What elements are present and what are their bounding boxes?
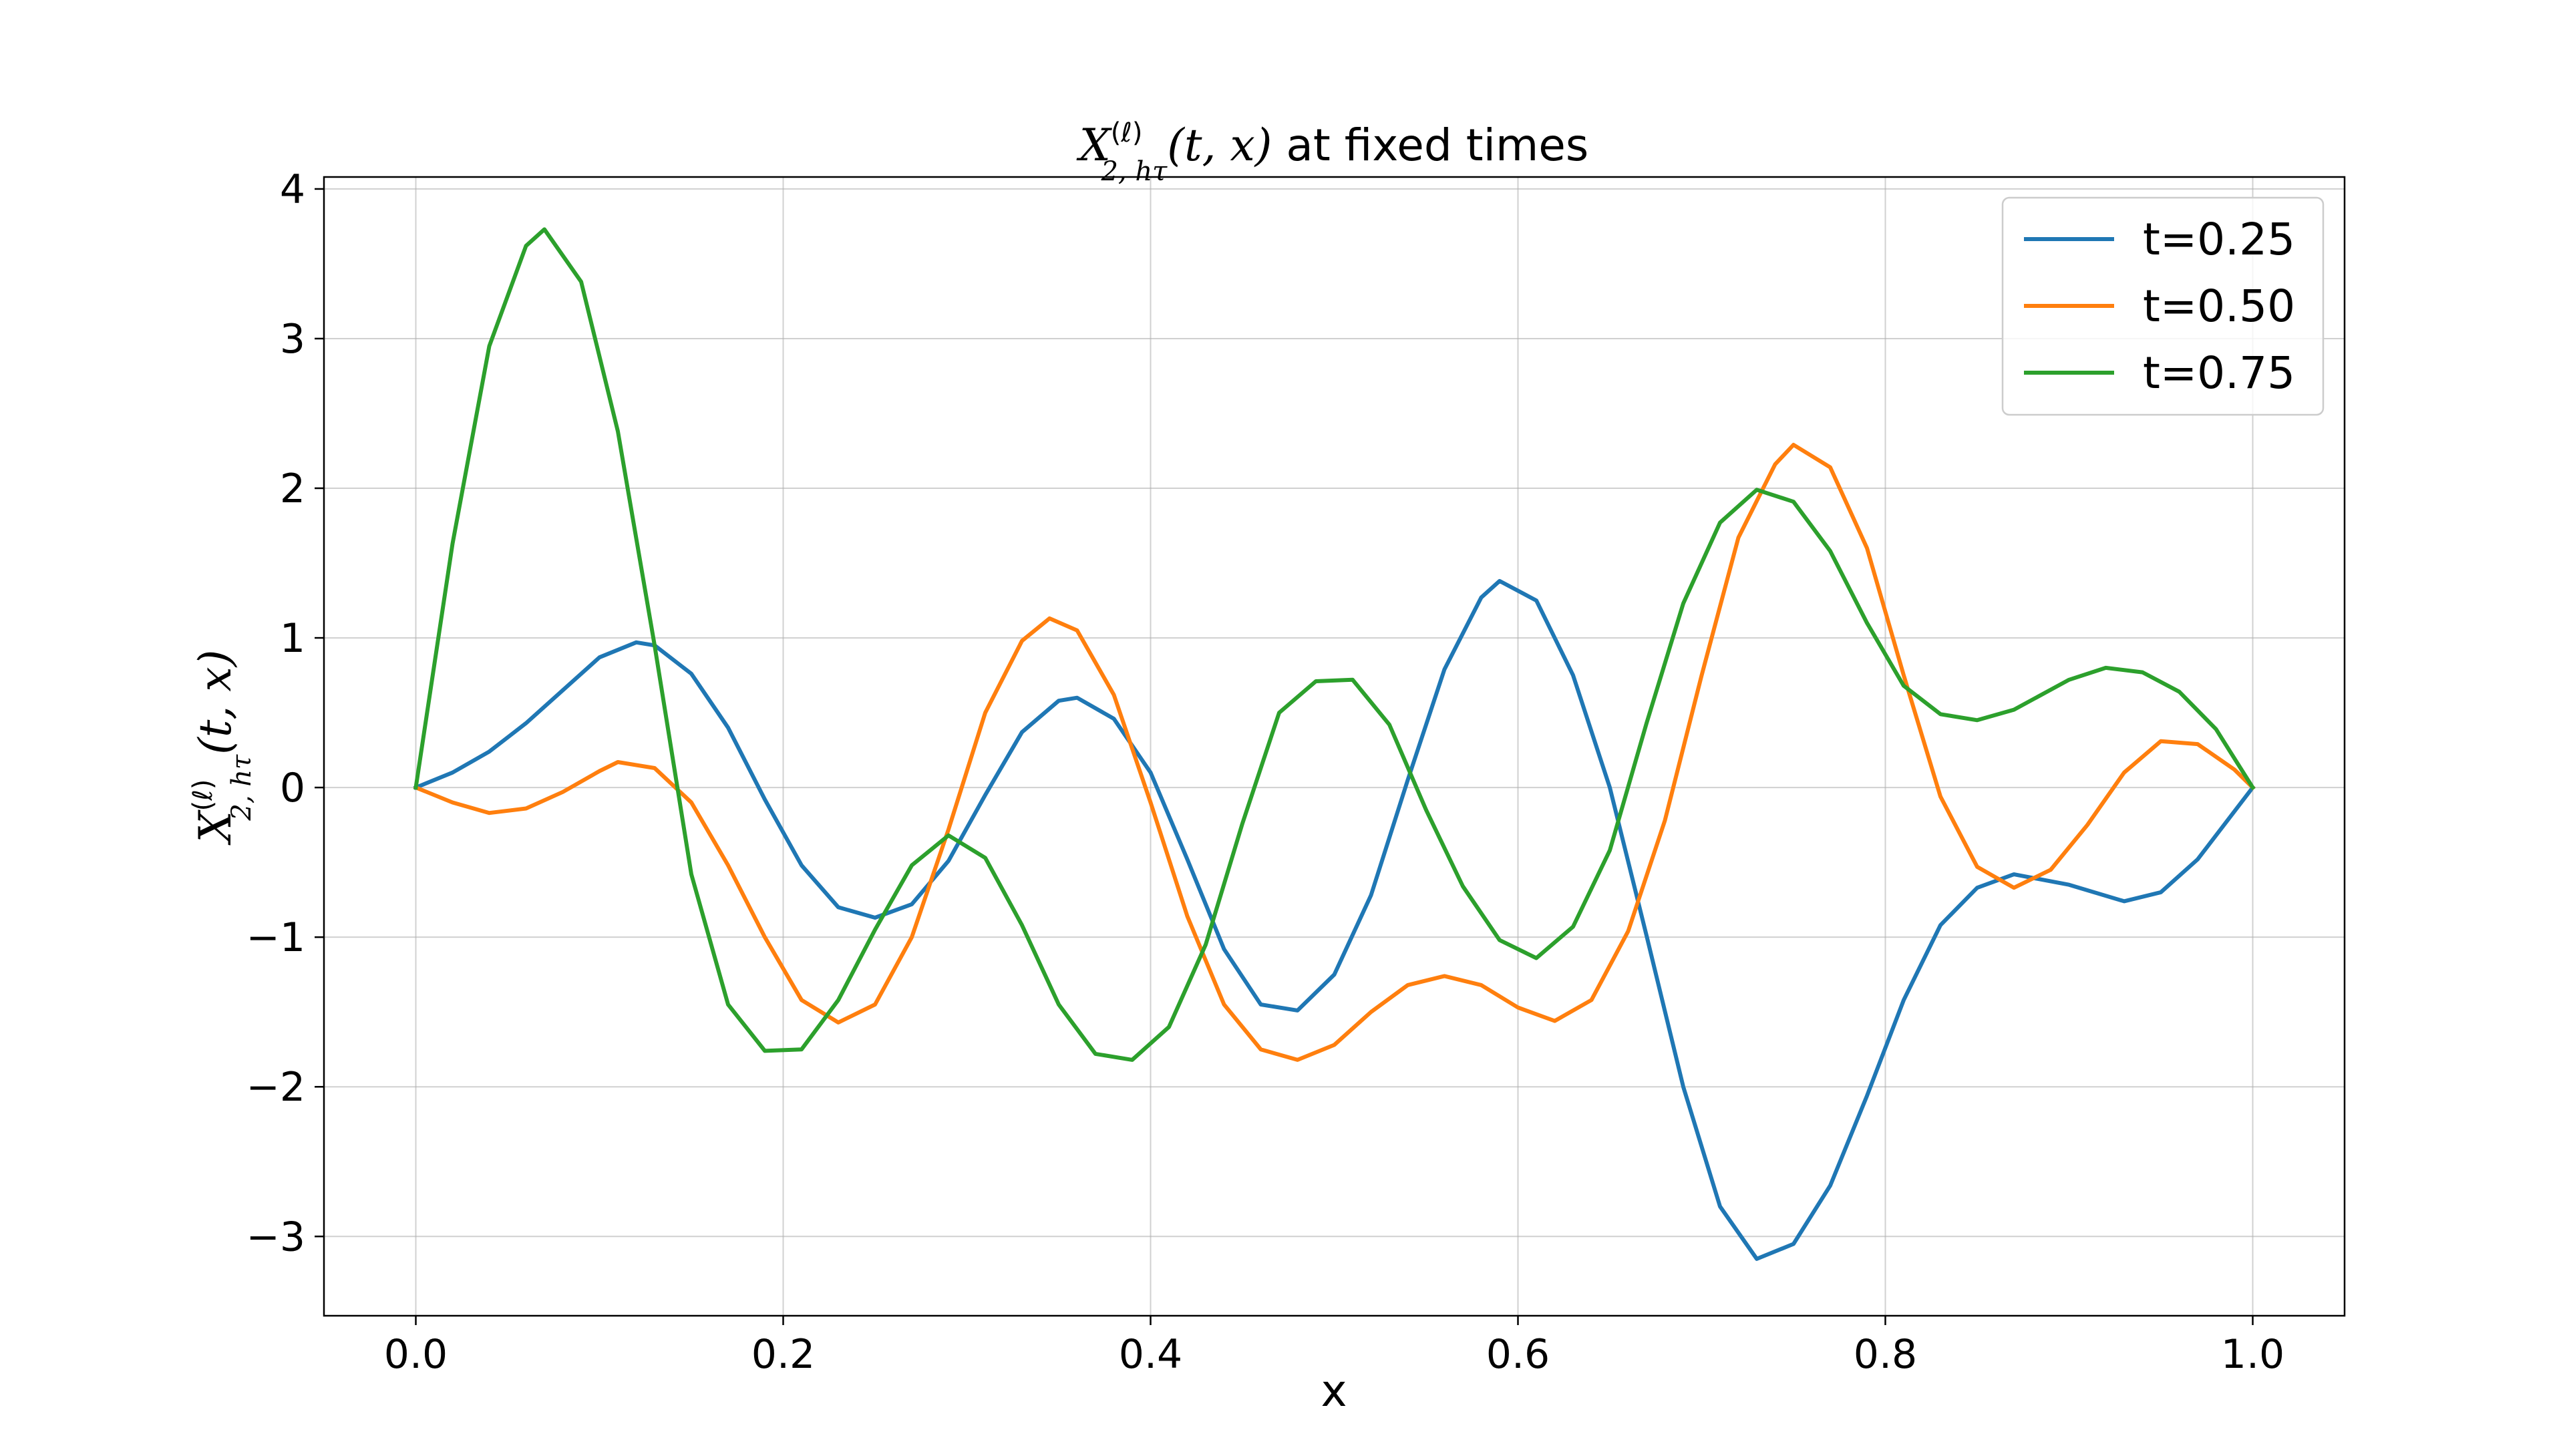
ylabel-subscript: 2, hτ (226, 754, 257, 822)
x-tick-label: 1.0 (2221, 1331, 2284, 1378)
title-args: (t, x) (1167, 120, 1272, 171)
x-axis-label: x (1321, 1365, 1347, 1417)
legend-label: t=0.50 (2143, 281, 2295, 332)
x-tick-label: 0.2 (751, 1331, 815, 1378)
ylabel-superscript: (ℓ) (188, 779, 218, 811)
ylabel-symbol: X (190, 809, 241, 846)
plot-area-frame (323, 176, 2346, 1317)
y-tick-label: −1 (246, 914, 305, 961)
title-subscript: 2, hτ (1100, 156, 1168, 187)
y-tick-label: 3 (280, 316, 305, 363)
x-tick-label: 0.4 (1119, 1331, 1182, 1378)
ylabel-args: (t, x) (190, 650, 241, 755)
x-tick-label: 0.8 (1854, 1331, 1917, 1378)
y-tick-label: 2 (280, 466, 305, 512)
series-line-2 (413, 443, 2256, 1062)
x-axis-ticks: 0.0 0.2 0.4 0.6 0.8 1.0 (384, 1316, 2284, 1378)
series-line-3 (413, 227, 2256, 1062)
y-axis-label: X(ℓ) 2, hτ(t, x) (188, 650, 257, 846)
legend-frame (2001, 196, 2325, 416)
x-tick-label: 0.6 (1486, 1331, 1550, 1378)
y-tick-label: 4 (280, 166, 305, 213)
legend-label: t=0.25 (2143, 214, 2295, 265)
y-tick-label: −3 (246, 1214, 305, 1260)
x-tick-label: 0.0 (384, 1331, 448, 1378)
series-lines (413, 227, 2256, 1261)
legend: t=0.25 t=0.50 t=0.75 (2001, 196, 2325, 416)
y-axis-ticks: −3 −2 −1 0 1 2 3 4 (246, 166, 324, 1260)
y-tick-label: 1 (280, 615, 305, 662)
title-suffix: at fixed times (1272, 120, 1588, 171)
title-superscript: (ℓ) (1111, 118, 1143, 148)
y-tick-label: −2 (246, 1064, 305, 1111)
legend-label: t=0.75 (2143, 347, 2295, 399)
series-line-1 (413, 578, 2256, 1261)
chart-title: X(ℓ) 2, hτ(t, x) at fixed times (1076, 118, 1589, 187)
title-symbol: X (1076, 120, 1113, 171)
y-tick-label: 0 (280, 765, 305, 811)
